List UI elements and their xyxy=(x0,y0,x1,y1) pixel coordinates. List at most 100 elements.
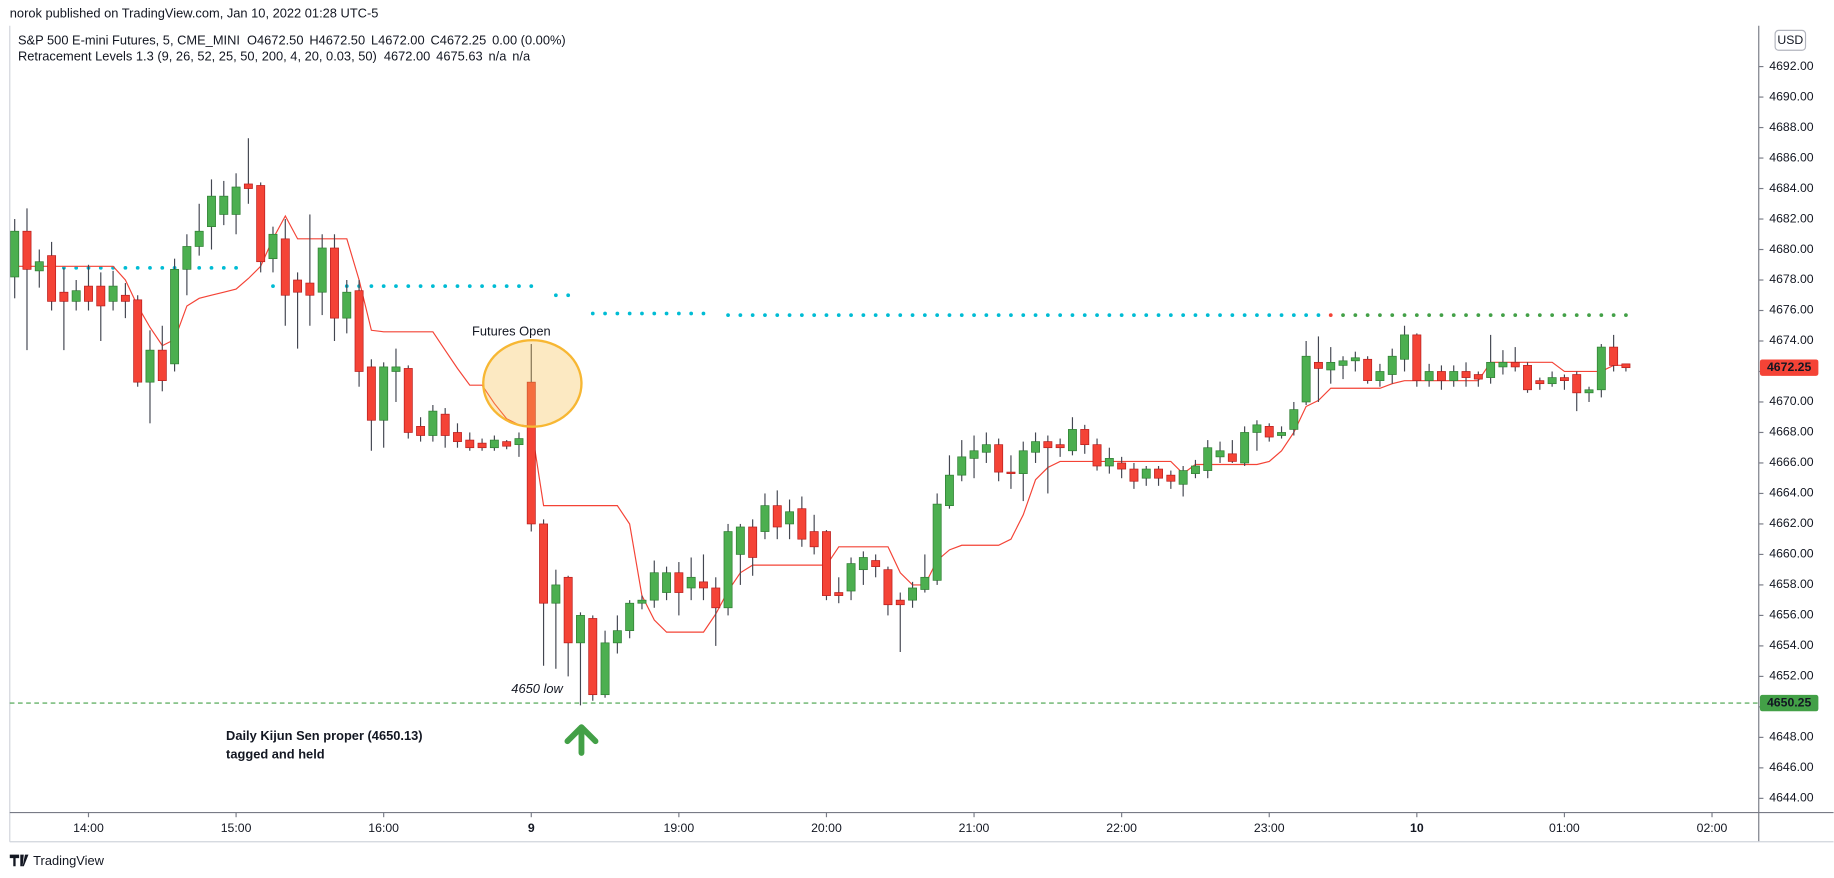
y-tick-label: 4690.00 xyxy=(1769,89,1814,103)
y-tick-label: 4646.00 xyxy=(1769,760,1814,774)
y-tick-label: 4668.00 xyxy=(1769,425,1814,439)
level-dot xyxy=(1328,313,1333,317)
level-dot xyxy=(381,284,386,288)
candle-body xyxy=(120,294,130,302)
candle-body xyxy=(1473,374,1483,380)
legend-value: L4672.00 xyxy=(371,32,425,47)
candle-body xyxy=(280,238,290,296)
candle-body xyxy=(10,230,20,278)
candle-body xyxy=(1240,432,1250,464)
candle-body xyxy=(342,291,352,319)
candle-body xyxy=(514,438,524,446)
level-dot xyxy=(1562,313,1567,317)
candle-body xyxy=(133,299,143,383)
level-dot xyxy=(1070,313,1075,317)
candle-body xyxy=(1227,453,1237,462)
candle-body xyxy=(674,572,684,593)
level-dot xyxy=(1279,313,1284,317)
candle-body xyxy=(96,285,106,307)
level-dot xyxy=(271,284,275,288)
y-tick-label: 4674.00 xyxy=(1769,333,1814,347)
candle-body xyxy=(502,441,512,447)
candle-body xyxy=(1596,346,1606,391)
candle-body xyxy=(1535,380,1545,385)
candle-body xyxy=(465,439,475,449)
candle-body xyxy=(47,255,57,302)
candle-body xyxy=(1449,371,1459,381)
candle-body xyxy=(305,282,315,296)
y-tick-label: 4644.00 xyxy=(1769,791,1814,805)
candle-body xyxy=(84,285,93,302)
legend-value: n/a xyxy=(489,49,508,64)
candle-body xyxy=(108,285,118,302)
level-dot xyxy=(824,313,829,317)
level-dot xyxy=(922,313,927,317)
level-dot xyxy=(947,313,952,317)
level-dot xyxy=(1574,313,1579,317)
legend-value: H4672.50 xyxy=(309,32,365,47)
candle-body xyxy=(207,195,216,228)
level-dot xyxy=(935,313,940,317)
candle-body xyxy=(858,557,868,571)
level-dot xyxy=(1464,313,1468,317)
candle-body xyxy=(1609,346,1619,366)
x-tick-label: 01:00 xyxy=(1549,821,1580,835)
level-dot xyxy=(1082,313,1087,317)
candle-body xyxy=(71,290,81,302)
y-tick-label: 4692.00 xyxy=(1769,59,1814,73)
level-dot xyxy=(1021,313,1026,317)
candle-body xyxy=(428,410,438,436)
candle-body xyxy=(1117,462,1127,470)
level-dot xyxy=(590,311,595,316)
level-dot xyxy=(1414,313,1419,317)
level-dot xyxy=(123,265,128,270)
legend-value: 0.00 (0.00%) xyxy=(492,32,566,47)
currency: USD xyxy=(1777,33,1803,47)
level-dot xyxy=(1587,313,1591,317)
candle-body xyxy=(588,618,598,696)
level-dot xyxy=(148,265,152,270)
legend-value: 4672.00 xyxy=(384,49,430,64)
y-tick-label: 4652.00 xyxy=(1769,669,1814,683)
footer-logo xyxy=(9,854,29,867)
level-dot xyxy=(1291,313,1296,317)
level-dot xyxy=(1156,313,1161,317)
candle-body xyxy=(895,599,905,606)
level-dot xyxy=(406,284,411,288)
candle-body xyxy=(379,366,389,421)
level-dot xyxy=(1095,313,1099,317)
candle-body xyxy=(1436,371,1446,381)
level-dot xyxy=(1402,313,1407,317)
candle-body xyxy=(883,569,893,606)
level-dot xyxy=(1624,313,1628,317)
candle-body xyxy=(1031,441,1040,453)
level-dot xyxy=(443,284,448,288)
candle-body xyxy=(699,581,708,589)
level-dot xyxy=(1045,313,1050,317)
level-dot xyxy=(504,284,509,288)
candle-body xyxy=(969,450,979,459)
x-tick-label: 02:00 xyxy=(1697,821,1728,835)
candle-body xyxy=(551,584,561,604)
legend: S&P 500 E-mini Futures, 5, CME_MINI O4672… xyxy=(18,32,566,63)
x-tick-label: 15:00 xyxy=(221,821,252,835)
level-dot xyxy=(1525,313,1530,317)
kijun-note: Daily Kijun Sen proper (4650.13) xyxy=(226,728,423,743)
level-dot xyxy=(1316,313,1321,317)
level-dot xyxy=(197,265,202,270)
level-dot xyxy=(836,313,841,317)
level-dot xyxy=(492,284,497,288)
level-dot xyxy=(553,293,558,298)
level-dot xyxy=(1537,313,1542,317)
candle-body xyxy=(453,432,462,442)
level-dot xyxy=(135,265,140,270)
candle-body xyxy=(539,523,549,604)
candle-body xyxy=(1141,468,1151,479)
candle-body xyxy=(440,413,450,436)
candle-body xyxy=(22,230,32,270)
candle-body xyxy=(219,195,229,215)
level-dot xyxy=(1341,313,1345,317)
candle-body xyxy=(1461,371,1471,378)
candle-body xyxy=(1338,360,1348,366)
level-dot xyxy=(849,313,853,317)
